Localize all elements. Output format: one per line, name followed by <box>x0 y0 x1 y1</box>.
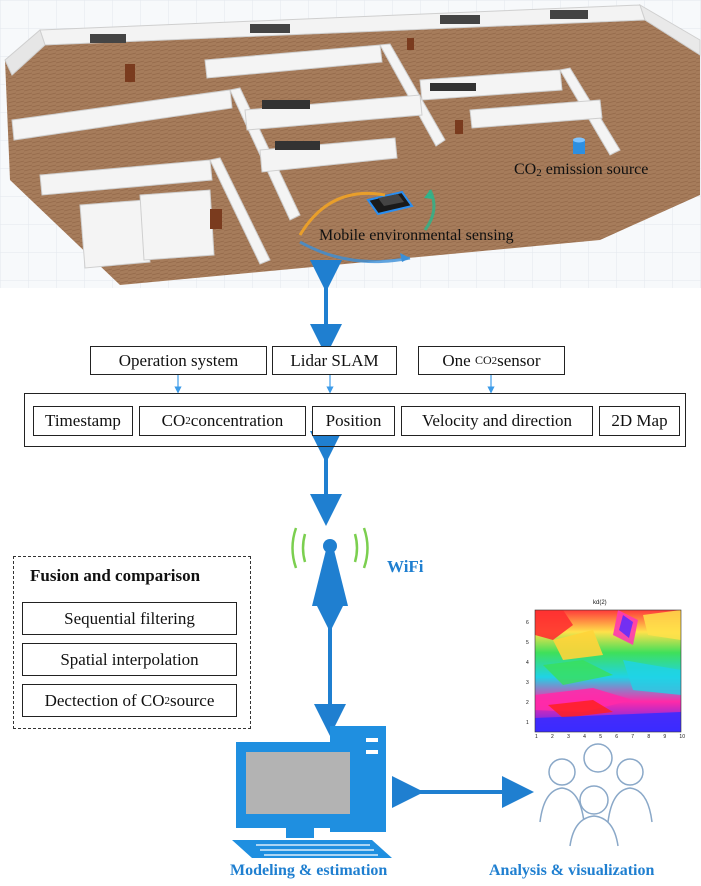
heatmap-x-ticks: 1 2 3 4 5 6 7 8 9 10 <box>535 734 685 740</box>
computer-icon <box>232 726 392 858</box>
co2-source-detection-box: Dectection of CO 2 source <box>22 684 237 717</box>
co2-source-icon <box>573 140 585 154</box>
timestamp-box: Timestamp <box>33 406 133 436</box>
data-row-frame <box>24 393 686 447</box>
position-box: Position <box>312 406 395 436</box>
wifi-label: WiFi <box>387 557 424 576</box>
sequential-filtering-box: Sequential filtering <box>22 602 237 635</box>
modeling-label: Modeling & estimation <box>230 862 388 879</box>
fusion-title: Fusion and comparison <box>30 566 201 585</box>
fusion-panel <box>13 556 251 729</box>
heatmap-plot <box>534 609 682 733</box>
operation-system-box: Operation system <box>90 346 267 375</box>
heatmap-title: kd(2) <box>593 600 607 606</box>
co2-source-label: CO2 emission source <box>514 161 649 179</box>
floorplan-illustration <box>0 0 701 288</box>
robot-icon <box>366 190 414 216</box>
analysts-icon <box>539 743 653 847</box>
spatial-interpolation-box: Spatial interpolation <box>22 643 237 676</box>
2d-map-box: 2D Map <box>599 406 680 436</box>
co2-sensor-box: One CO 2 sensor <box>418 346 565 375</box>
mobile-sensing-label: Mobile environmental sensing <box>319 227 514 244</box>
velocity-direction-box: Velocity and direction <box>401 406 593 436</box>
co2-concentration-box: CO 2 concentration <box>139 406 306 436</box>
floorplan-render: CO2 emission source Mobile environmental… <box>0 0 701 288</box>
wifi-tower-icon <box>291 527 369 606</box>
lidar-slam-box: Lidar SLAM <box>272 346 397 375</box>
analysis-label: Analysis & visualization <box>489 862 655 879</box>
